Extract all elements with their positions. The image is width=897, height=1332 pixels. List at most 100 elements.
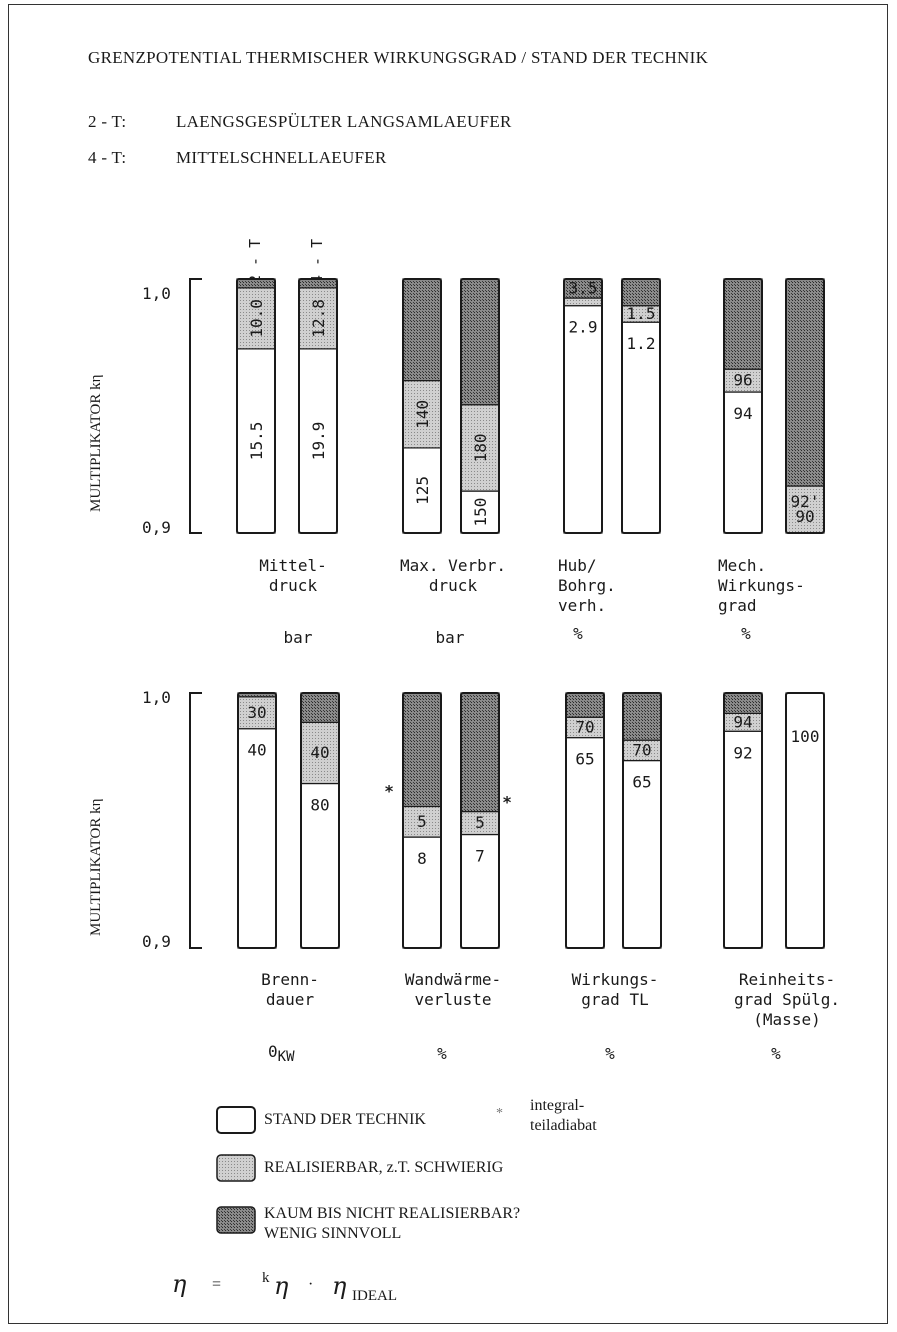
chart2-bar-3-1-outline xyxy=(785,692,825,949)
chart1-label-2-0-2-0: 3.5 xyxy=(569,279,598,298)
chart2-ytick-bottom: 0,9 xyxy=(142,932,171,951)
chart1-bar-1-0-seg-kaum xyxy=(402,278,442,382)
formula-eta: η xyxy=(172,1270,187,1298)
chart1-label-1-1-0: 150 xyxy=(471,498,490,527)
legend-4t-text: MITTELSCHNELLAEUFER xyxy=(176,148,387,167)
chart2-bar-3-0-seg-kaum xyxy=(723,692,763,714)
chart2-bar-0-1-seg-kaum xyxy=(300,692,340,723)
chart2-bar-1-1-outline xyxy=(460,692,500,949)
chart2-unit-reinheit: % xyxy=(771,1044,781,1063)
chart1-bar-3-1-seg-kaum xyxy=(785,278,825,487)
chart1-label-2-1-1-0: 1.5 xyxy=(627,304,656,323)
chart1-bar-0-0-outline xyxy=(236,278,276,534)
legend-kaum-label: KAUM BIS NICHT REALISIERBAR? WENIG SINNV… xyxy=(264,1205,521,1242)
formula-eta-ideal: η xyxy=(332,1272,347,1300)
chart1-cat-maxdruck: Max. Verbr. druck xyxy=(400,556,506,595)
chart1-cat-mech: Mech. Wirkungs- grad xyxy=(718,556,805,615)
chart1-label-1-1-1: 180 xyxy=(471,433,490,462)
formula-equals: = xyxy=(212,1276,222,1293)
chart1-label-0-0-1: 10.0 xyxy=(247,299,266,338)
chart2-label-3-0-1-0: 94 xyxy=(733,712,752,731)
chart1-bar-3-1-seg-realisierbar xyxy=(785,485,825,534)
chart1-bar-1-1-outline xyxy=(460,278,500,534)
chart1-bar-0-1-outline xyxy=(298,278,338,534)
chart1-unit-hub: % xyxy=(573,624,583,643)
chart1-bar-2-1-seg-stand xyxy=(621,321,661,534)
legend-swatch-realisierbar xyxy=(216,1154,256,1182)
formula-ideal-sub: IDEAL xyxy=(352,1288,397,1304)
legend-star-label: integral- teiladiabat xyxy=(530,1097,597,1134)
legend-swatch-kaum xyxy=(216,1206,256,1234)
legend-realisierbar-label: REALISIERBAR, z.T. SCHWIERIG xyxy=(264,1159,504,1176)
chart2-bar-1-1-seg-stand xyxy=(460,833,500,949)
chart2-label-0-0-1-0: 30 xyxy=(247,703,266,722)
legend-stand-label: STAND DER TECHNIK xyxy=(264,1111,426,1128)
chart2-label-0-0-0-0: 40 xyxy=(247,741,266,760)
chart2-bar-0-1-seg-stand xyxy=(300,782,340,949)
chart1-bar-3-0-outline xyxy=(723,278,763,534)
chart1-bar-3-1-outline xyxy=(785,278,825,534)
chart1-bar-0-0-seg-kaum xyxy=(236,278,276,289)
chart2-cat-brenndauer: Brenn- dauer xyxy=(261,970,319,1009)
chart2-unit-wandwaerme: % xyxy=(437,1044,447,1063)
chart2-bar-0-1-outline xyxy=(300,692,340,949)
chart1-label-3-1-1-1: 90 xyxy=(795,507,814,526)
chart2-label-1-1-0-0: 7 xyxy=(475,847,485,866)
chart2-label-1-1-1-0: 5 xyxy=(475,813,485,832)
chart1-bar-1-0-outline xyxy=(402,278,442,534)
chart1-bar-2-1-seg-kaum xyxy=(621,278,661,307)
chart2-label-3-0-0-0: 92 xyxy=(733,743,752,762)
chart1-cat-hub: Hub/ Bohrg. verh. xyxy=(558,556,616,615)
chart2-bar-1-0-seg-kaum xyxy=(402,692,442,808)
chart1-bar-2-1-outline xyxy=(621,278,661,534)
chart1-unit-mitteldruck: bar xyxy=(283,628,313,647)
unit-kw-sub: KW xyxy=(277,1049,295,1066)
chart1-label-2-1-0-0: 1.2 xyxy=(627,334,656,353)
chart2-axis-bracket xyxy=(189,692,202,949)
chart2-label-2-1-0-0: 65 xyxy=(632,773,651,792)
chart1-label-1-0-0: 125 xyxy=(413,476,432,505)
formula-k-eta: η xyxy=(274,1272,289,1300)
chart1-label-0-1-0: 19.9 xyxy=(309,422,328,461)
legend-swatches xyxy=(216,1106,256,1234)
chart2-star-1-0: * xyxy=(385,781,394,800)
chart1-label-2-0-0-0: 2.9 xyxy=(569,318,598,337)
chart1-label-0-1-1: 12.8 xyxy=(309,299,328,338)
chart2-unit-wirkungsgrad: % xyxy=(605,1044,615,1063)
chart2-bar-2-0-seg-stand xyxy=(565,737,605,949)
chart2-label-0-1-1-0: 40 xyxy=(310,743,329,762)
chart2-label-2-1-1-0: 70 xyxy=(632,740,651,759)
formula-dot: · xyxy=(308,1276,314,1293)
chart2-bar-0-0-outline xyxy=(237,692,277,949)
chart2-bar-1-0-outline xyxy=(402,692,442,949)
chart1-bar-1-1-seg-kaum xyxy=(460,278,500,406)
legend-swatch-stand xyxy=(216,1106,256,1134)
chart2-bar-0-0-seg-stand xyxy=(237,728,277,949)
legend-star-symbol: * xyxy=(496,1106,503,1121)
chart2-cat-wirkungsgrad: Wirkungs- grad TL xyxy=(571,970,659,1009)
unit-kw-base: 0 xyxy=(268,1042,278,1061)
chart1-label-3-1-1-0: 92' xyxy=(791,492,820,511)
legend-2t-text: LAENGSGESPÜLTER LANGSAMLAEUFER xyxy=(176,112,512,131)
chart2-bar-1-1-seg-kaum xyxy=(460,692,500,813)
chart1-label-3-0-0-0: 94 xyxy=(733,404,752,423)
chart2-cat-wandwaerme: Wandwärme- verluste xyxy=(404,970,502,1009)
chart2-label-2-0-1-0: 70 xyxy=(575,717,594,736)
chart2-label-2-0-0-0: 65 xyxy=(575,750,594,769)
chart2-label-1-0-1-0: 5 xyxy=(417,812,427,831)
chart1-label-0-0-0: 15.5 xyxy=(247,422,266,461)
chart2-bar-3-0-seg-stand xyxy=(723,730,763,949)
legend-4t-key: 4 - T: xyxy=(88,148,127,167)
chart1-label-1-0-1: 140 xyxy=(413,400,432,429)
chart1-unit-maxdruck: bar xyxy=(435,628,465,647)
chart2-bar-0-1-seg-realisierbar xyxy=(300,721,340,785)
chart1-bar-3-0-seg-kaum xyxy=(723,278,763,370)
chart2-bar-3-0-outline xyxy=(723,692,763,949)
chart2-bar-2-1-seg-kaum xyxy=(622,692,662,741)
chart1-bar-2-0-seg-realisierbar xyxy=(563,297,603,307)
chart2-label-1-0-0-0: 8 xyxy=(417,849,427,868)
legend-2t-key: 2 - T: xyxy=(88,112,127,131)
chart2-ytick-top: 1,0 xyxy=(142,688,171,707)
chart1-bar-2-0-outline xyxy=(563,278,603,534)
